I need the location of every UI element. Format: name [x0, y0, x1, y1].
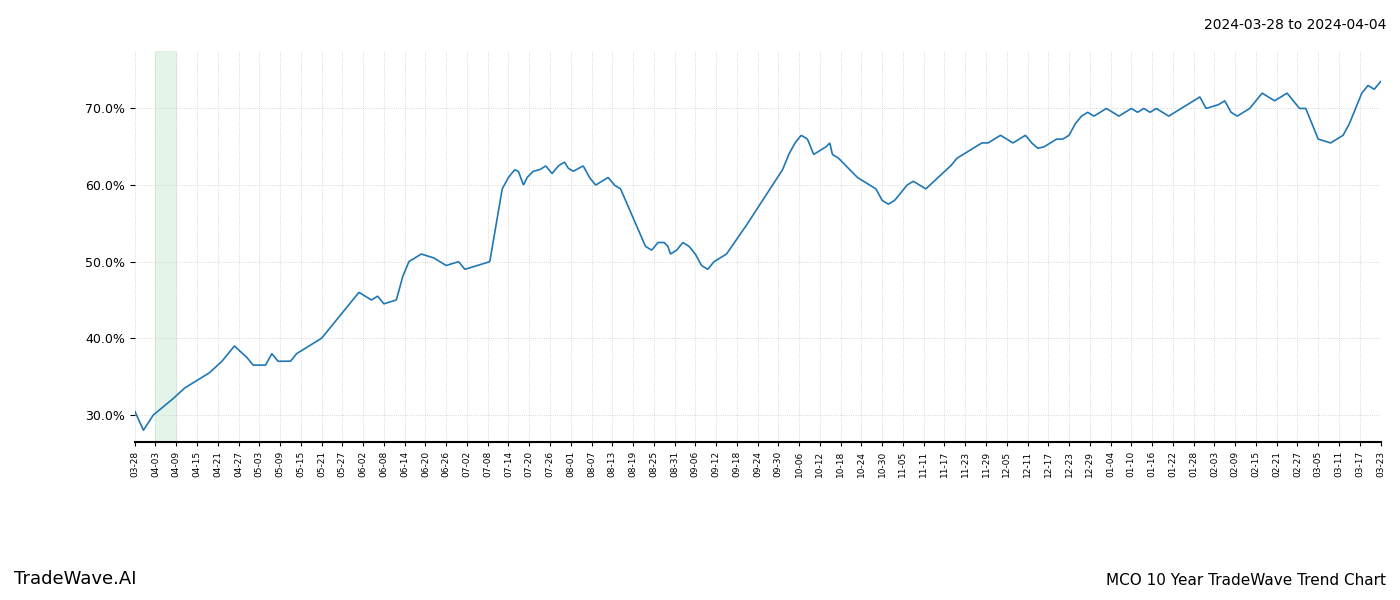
Text: MCO 10 Year TradeWave Trend Chart: MCO 10 Year TradeWave Trend Chart [1106, 573, 1386, 588]
Text: TradeWave.AI: TradeWave.AI [14, 570, 137, 588]
Bar [155, 51, 176, 442]
Text: 2024-03-28 to 2024-04-04: 2024-03-28 to 2024-04-04 [1204, 18, 1386, 32]
